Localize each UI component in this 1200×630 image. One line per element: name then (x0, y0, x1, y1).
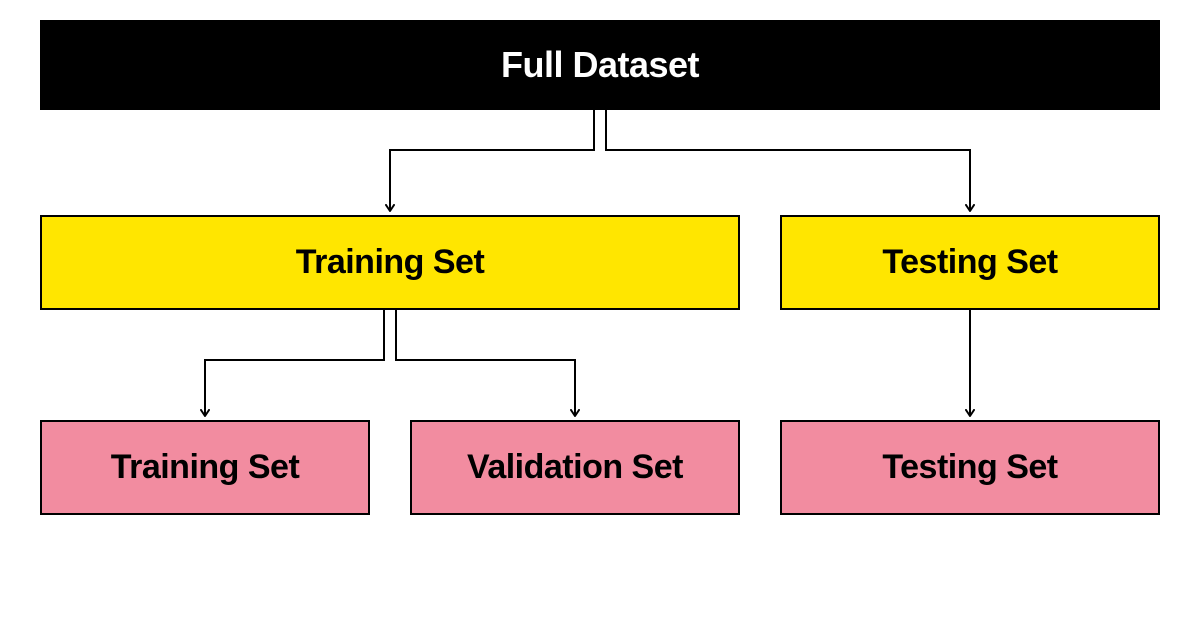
arrow (396, 310, 575, 415)
node-training-set-2: Training Set (40, 420, 370, 515)
arrow (205, 310, 384, 415)
arrow (390, 110, 594, 210)
node-label: Testing Set (882, 448, 1057, 487)
node-label: Validation Set (467, 448, 683, 487)
node-label: Testing Set (882, 243, 1057, 282)
node-testing-set-1: Testing Set (780, 215, 1160, 310)
node-full-dataset: Full Dataset (40, 20, 1160, 110)
node-training-set-1: Training Set (40, 215, 740, 310)
node-validation-set: Validation Set (410, 420, 740, 515)
node-label: Training Set (296, 243, 485, 282)
arrow (606, 110, 970, 210)
node-label: Training Set (111, 448, 300, 487)
node-testing-set-2: Testing Set (780, 420, 1160, 515)
node-label: Full Dataset (501, 44, 699, 86)
